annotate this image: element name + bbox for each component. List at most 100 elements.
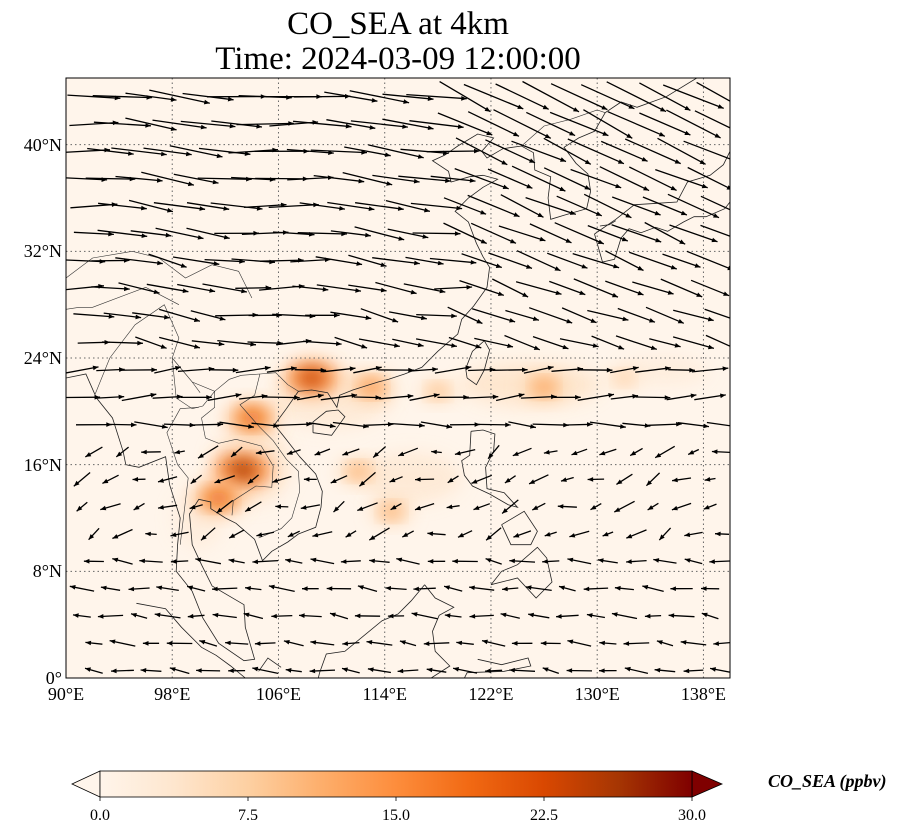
wind-arrow bbox=[587, 477, 605, 482]
wind-arrow bbox=[115, 446, 130, 458]
wind-arrow bbox=[333, 500, 345, 513]
wind-arrow bbox=[589, 421, 626, 429]
wind-arrow bbox=[713, 641, 730, 646]
wind-arrow bbox=[474, 337, 514, 348]
colorbar-tick-label: 7.5 bbox=[238, 807, 258, 824]
wind-arrow bbox=[566, 668, 593, 673]
wind-arrow bbox=[471, 474, 493, 485]
wind-arrow bbox=[305, 313, 340, 318]
wind-arrow bbox=[170, 531, 189, 537]
wind-arrow bbox=[540, 640, 561, 646]
wind-arrow bbox=[360, 308, 399, 323]
wind-arrow bbox=[485, 557, 502, 565]
wind-arrow bbox=[245, 586, 262, 591]
wind-arrow bbox=[84, 667, 103, 674]
wind-arrow bbox=[207, 393, 242, 401]
wind-arrow bbox=[330, 230, 371, 238]
wind-arrow bbox=[391, 422, 425, 428]
wind-arrow bbox=[411, 612, 438, 620]
colorbar-tick-label: 22.5 bbox=[530, 807, 558, 824]
wind-arrow bbox=[430, 175, 476, 183]
wind-arrow bbox=[308, 422, 336, 429]
coastline-10 bbox=[594, 151, 730, 235]
wind-arrow bbox=[310, 640, 335, 646]
wind-arrow bbox=[266, 366, 297, 373]
coastline-7 bbox=[424, 584, 455, 678]
lat-tick-label: 24°N bbox=[23, 348, 62, 368]
wind-arrow bbox=[239, 394, 268, 400]
wind-arrow bbox=[387, 613, 405, 619]
wind-arrow bbox=[502, 586, 519, 592]
wind-arrow bbox=[684, 558, 703, 565]
wind-arrow bbox=[132, 312, 170, 320]
wind-arrow bbox=[509, 558, 536, 564]
lat-tick-label: 8°N bbox=[32, 561, 62, 582]
wind-arrow bbox=[654, 445, 676, 459]
wind-arrow bbox=[610, 394, 639, 400]
wind-arrow bbox=[623, 641, 650, 646]
colorbar-title: CO_SEA (ppbv) bbox=[768, 771, 887, 791]
wind-arrow bbox=[228, 529, 245, 539]
wind-arrow bbox=[247, 474, 260, 485]
wind-arrow bbox=[492, 367, 528, 373]
wind-arrow bbox=[385, 199, 431, 213]
wind-arrow bbox=[397, 447, 419, 457]
wind-arrow bbox=[467, 194, 520, 218]
wind-arrow bbox=[709, 559, 730, 564]
coastline-11 bbox=[599, 220, 617, 227]
wind-arrow bbox=[69, 585, 95, 592]
wind-arrow bbox=[275, 421, 312, 427]
wind-arrow bbox=[365, 422, 394, 427]
wind-arrow bbox=[285, 558, 303, 564]
wind-arrow bbox=[342, 641, 360, 646]
wind-arrow bbox=[387, 228, 429, 239]
wind-arrow bbox=[316, 284, 362, 293]
wind-arrow bbox=[567, 639, 592, 647]
lon-tick-label: 90°E bbox=[47, 684, 85, 704]
wind-arrow bbox=[100, 585, 121, 591]
wind-arrow bbox=[309, 668, 336, 674]
wind-arrow bbox=[148, 253, 187, 268]
wind-arrow bbox=[553, 395, 581, 400]
wind-arrow bbox=[350, 120, 408, 129]
wind-arrow bbox=[525, 196, 577, 216]
wind-arrow bbox=[444, 613, 462, 618]
wind-arrow bbox=[195, 557, 222, 565]
wind-arrow bbox=[186, 202, 230, 211]
border-2 bbox=[239, 373, 301, 539]
wind-arrow bbox=[268, 584, 295, 593]
wind-arrow bbox=[322, 366, 356, 373]
wind-arrow bbox=[180, 395, 212, 400]
wind-arrow bbox=[157, 504, 178, 510]
wind-arrow bbox=[532, 335, 569, 350]
wind-arrow bbox=[342, 448, 360, 456]
wind-arrow bbox=[416, 313, 457, 319]
wind-arrow bbox=[132, 477, 146, 482]
wind-arrow bbox=[153, 202, 206, 211]
wind-arrow bbox=[495, 83, 549, 110]
wind-arrow bbox=[409, 393, 440, 401]
wind-arrow bbox=[704, 477, 716, 482]
wind-arrow bbox=[286, 449, 301, 455]
wind-arrow bbox=[157, 476, 178, 483]
wind-arrow bbox=[85, 640, 103, 646]
wind-arrow bbox=[565, 422, 593, 427]
wind-arrow bbox=[211, 367, 239, 373]
wind-arrow bbox=[669, 224, 718, 243]
wind-arrow bbox=[583, 586, 609, 592]
wind-arrow bbox=[357, 502, 378, 512]
wind-arrow bbox=[103, 312, 142, 320]
wind-arrow bbox=[684, 531, 703, 537]
wind-arrow bbox=[703, 503, 717, 510]
wind-arrow bbox=[434, 285, 473, 290]
wind-arrow bbox=[293, 120, 352, 129]
wind-arrow bbox=[130, 613, 148, 619]
wind-arrow bbox=[544, 531, 557, 537]
wind-arrow bbox=[329, 612, 349, 620]
wind-arrow bbox=[193, 422, 224, 427]
wind-arrow bbox=[511, 140, 567, 163]
plume-hotspot-4 bbox=[361, 380, 382, 395]
lon-tick-label: 122°E bbox=[468, 684, 514, 704]
wind-arrow bbox=[73, 231, 114, 237]
wind-arrow bbox=[694, 110, 730, 129]
